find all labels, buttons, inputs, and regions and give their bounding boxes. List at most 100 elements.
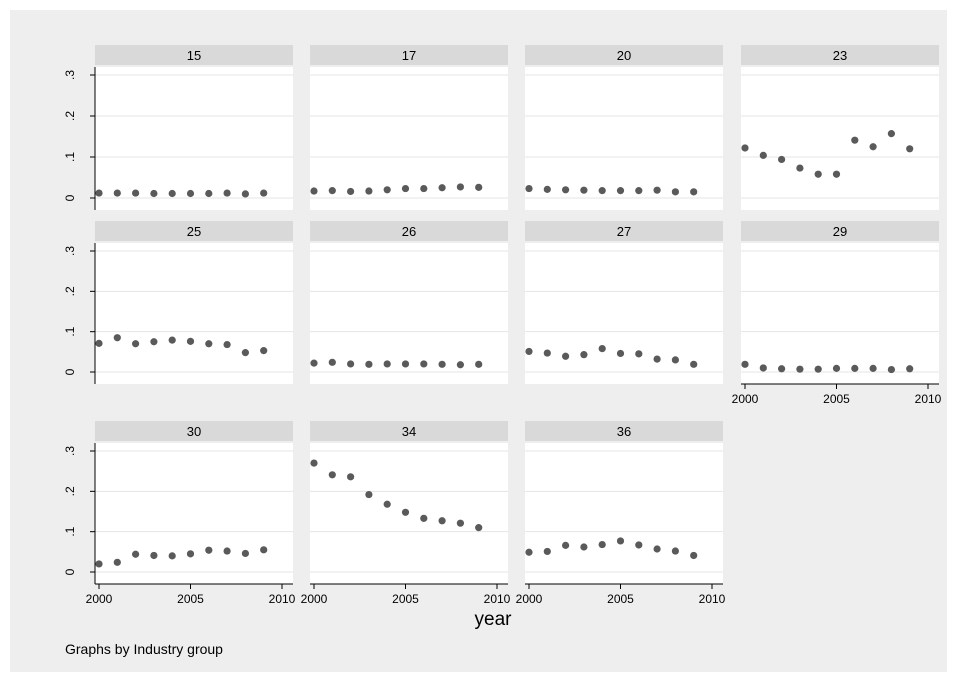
data-point <box>690 551 698 560</box>
data-point <box>580 543 588 551</box>
data-point <box>525 184 533 193</box>
strip-label: 25 <box>187 224 201 239</box>
strip-label: 34 <box>402 424 416 439</box>
data-point <box>690 188 698 196</box>
data-point <box>365 490 373 499</box>
data-point <box>132 189 140 197</box>
data-point <box>260 546 268 554</box>
strip-26 <box>310 221 508 241</box>
data-point <box>420 514 428 522</box>
strip-29 <box>741 221 939 241</box>
data-point <box>598 187 606 195</box>
data-point <box>168 189 176 198</box>
x-tick-label: 2005 <box>177 592 204 606</box>
data-point <box>132 340 140 348</box>
data-point <box>401 508 410 516</box>
data-point <box>671 547 680 555</box>
data-point <box>616 187 625 195</box>
data-point <box>653 186 661 194</box>
data-point <box>365 360 373 368</box>
data-point <box>887 130 896 138</box>
data-point <box>347 473 355 481</box>
strip-label: 30 <box>187 424 201 439</box>
panel-26: 26 <box>310 221 508 384</box>
data-point <box>150 551 158 560</box>
data-point <box>525 548 533 556</box>
data-point <box>383 186 391 194</box>
data-point <box>223 547 231 555</box>
strip-label: 23 <box>833 48 847 63</box>
data-point <box>543 185 551 193</box>
data-point <box>778 365 786 373</box>
data-point <box>438 360 446 368</box>
strip-label: 27 <box>617 224 631 239</box>
data-point <box>759 151 767 159</box>
data-point <box>168 552 176 560</box>
data-point <box>310 359 318 367</box>
plot-area <box>310 67 508 210</box>
data-point <box>598 345 606 353</box>
data-point <box>310 459 318 467</box>
data-point <box>456 519 464 527</box>
data-point <box>543 349 551 357</box>
data-point <box>383 360 391 368</box>
data-point <box>851 364 859 372</box>
x-tick-label: 2010 <box>269 592 296 606</box>
strip-34 <box>310 421 508 441</box>
data-point <box>851 136 859 144</box>
data-point <box>113 189 121 197</box>
y-tick-label: .1 <box>63 326 77 336</box>
strip-25 <box>95 221 293 241</box>
panel-15: 15 0 .1 .2 .3 <box>63 45 293 210</box>
y-tick-label: 0 <box>63 568 77 575</box>
y-tick-label: .2 <box>63 286 77 296</box>
data-point <box>438 184 446 192</box>
plot-area <box>525 243 723 384</box>
panel-29: 29 2000 2005 2010 <box>732 221 942 406</box>
y-tick-label: .2 <box>63 486 77 496</box>
data-point <box>260 189 268 197</box>
data-point <box>814 170 822 178</box>
y-tick-label: .2 <box>63 111 77 121</box>
strip-17 <box>310 45 508 65</box>
data-point <box>906 145 914 153</box>
data-point <box>759 364 767 372</box>
plot-area <box>310 243 508 384</box>
data-point <box>186 189 195 198</box>
data-point <box>401 184 410 193</box>
data-point <box>328 358 336 366</box>
strip-label: 15 <box>187 48 201 63</box>
data-point <box>616 537 625 545</box>
data-point <box>328 187 336 195</box>
data-point <box>241 549 249 558</box>
data-point <box>95 189 103 197</box>
data-point <box>241 349 249 357</box>
strip-15 <box>95 45 293 65</box>
data-point <box>869 364 877 372</box>
data-point <box>525 347 533 356</box>
y-tick-label: .3 <box>63 70 77 80</box>
data-point <box>347 360 355 368</box>
data-point <box>401 360 410 368</box>
data-point <box>205 546 213 554</box>
plot-area <box>741 67 939 210</box>
data-point <box>383 500 391 508</box>
data-point <box>456 183 464 191</box>
panel-30: 30 0 .1 .2 .3 2000 2005 2010 <box>63 421 296 606</box>
data-point <box>223 189 231 197</box>
strip-20 <box>525 45 723 65</box>
data-point <box>186 337 195 345</box>
strip-30 <box>95 421 293 441</box>
data-point <box>562 541 570 549</box>
data-point <box>205 189 213 198</box>
strip-23 <box>741 45 939 65</box>
plot-area <box>95 67 293 210</box>
data-point <box>635 350 643 358</box>
data-point <box>223 340 231 349</box>
data-point <box>113 334 121 342</box>
data-point <box>869 143 877 151</box>
data-point <box>580 186 588 194</box>
x-tick-label: 2010 <box>915 392 942 406</box>
data-point <box>328 471 336 479</box>
x-tick-label: 2000 <box>732 392 759 406</box>
